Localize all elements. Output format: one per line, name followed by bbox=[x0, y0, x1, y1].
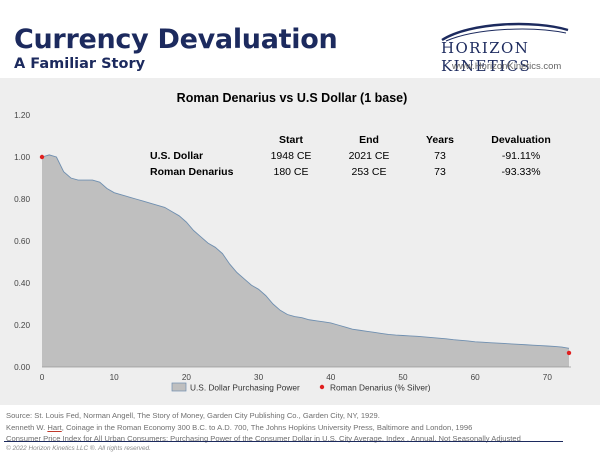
legend-label-denarius: Roman Denarius (% Silver) bbox=[330, 383, 431, 393]
denarius-point bbox=[39, 154, 45, 160]
plot-area bbox=[39, 154, 572, 368]
horizon-arc-logo bbox=[441, 22, 569, 42]
footer-divider bbox=[4, 441, 563, 442]
logo-wordmark-text: HORIZON KINETICS bbox=[441, 39, 532, 75]
table-cell: 180 CE bbox=[273, 166, 309, 178]
copyright: © 2022 Horizon Kinetics LLC ®. All right… bbox=[6, 445, 151, 452]
y-tick-label: 0.60 bbox=[14, 237, 30, 246]
source-text: , Coinage in the Roman Economy 300 B.C. … bbox=[61, 422, 473, 432]
logo-url: www.HorizonKinetics.com bbox=[452, 61, 562, 72]
x-axis: 0 10 20 30 40 50 60 70 bbox=[40, 373, 553, 382]
table-row-label: U.S. Dollar bbox=[150, 150, 204, 162]
x-tick-label: 60 bbox=[471, 373, 481, 382]
legend-swatch-denarius bbox=[319, 384, 325, 390]
source-author: Hart bbox=[47, 422, 62, 432]
table-cell: 73 bbox=[434, 166, 446, 178]
table-cell: 253 CE bbox=[351, 166, 387, 178]
source-line: Source: St. Louis Fed, Norman Angell, Th… bbox=[6, 411, 380, 420]
x-tick-label: 40 bbox=[326, 373, 336, 382]
x-tick-label: 70 bbox=[543, 373, 553, 382]
chart: Roman Denarius vs U.S Dollar (1 base) 0.… bbox=[14, 91, 572, 393]
logo-wordmark: HORIZON KINETICS bbox=[441, 39, 600, 75]
y-tick-label: 0.40 bbox=[14, 279, 30, 288]
x-tick-label: 50 bbox=[398, 373, 408, 382]
source-line: Kenneth W. Hart, Coinage in the Roman Ec… bbox=[6, 422, 521, 434]
table-header: End bbox=[359, 134, 379, 146]
table-cell: -93.33% bbox=[501, 166, 541, 178]
table-row-label: Roman Denarius bbox=[150, 166, 234, 178]
x-tick-label: 20 bbox=[182, 373, 192, 382]
x-tick-label: 10 bbox=[110, 373, 120, 382]
y-tick-label: 1.00 bbox=[14, 153, 30, 162]
area-series-usd bbox=[42, 154, 569, 367]
chart-title: Roman Denarius vs U.S Dollar (1 base) bbox=[177, 91, 408, 105]
table-header: Start bbox=[279, 134, 303, 146]
y-axis: 0.00 0.20 0.40 0.60 0.80 1.00 1.20 bbox=[14, 111, 30, 372]
source-line: Consumer Price Index for All Urban Consu… bbox=[6, 434, 521, 443]
table-cell: 73 bbox=[434, 150, 446, 162]
x-tick-label: 0 bbox=[40, 373, 45, 382]
y-tick-label: 0.00 bbox=[14, 363, 30, 372]
x-tick-label: 30 bbox=[254, 373, 264, 382]
y-tick-label: 0.80 bbox=[14, 195, 30, 204]
page-subtitle: A Familiar Story bbox=[14, 56, 146, 72]
source-text: Kenneth W. bbox=[6, 422, 48, 432]
y-tick-label: 1.20 bbox=[14, 111, 30, 120]
table-cell: 2021 CE bbox=[348, 150, 390, 162]
legend-label-usd: U.S. Dollar Purchasing Power bbox=[190, 383, 300, 393]
page-title: Currency Devaluation bbox=[14, 24, 338, 55]
legend-swatch-usd bbox=[171, 382, 187, 392]
table-header: Years bbox=[425, 134, 455, 146]
table-header: Devaluation bbox=[491, 134, 551, 146]
table-cell: 1948 CE bbox=[270, 150, 312, 162]
denarius-point bbox=[566, 350, 572, 356]
legend: U.S. Dollar Purchasing Power Roman Denari… bbox=[171, 382, 431, 393]
y-tick-label: 0.20 bbox=[14, 321, 30, 330]
table-cell: -91.11% bbox=[501, 150, 541, 162]
area-series-usd-outline bbox=[41, 154, 570, 349]
sources: Source: St. Louis Fed, Norman Angell, Th… bbox=[6, 410, 521, 445]
